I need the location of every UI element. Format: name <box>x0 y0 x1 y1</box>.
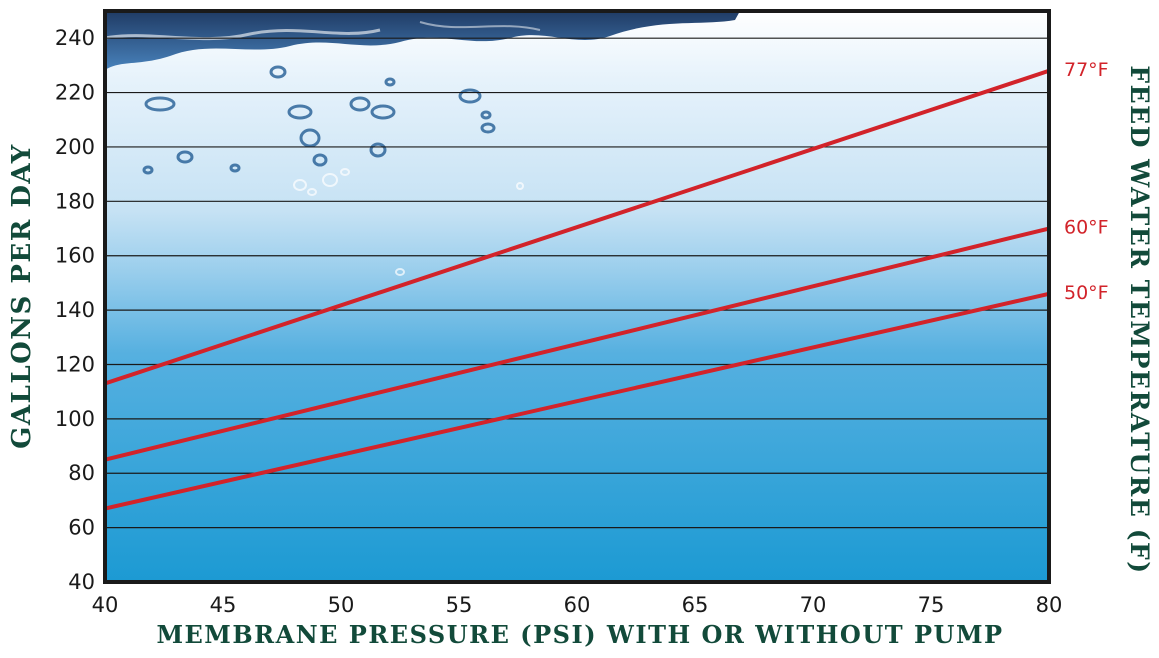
x-axis-ticks: 40 45 50 55 60 65 70 75 80 <box>92 593 1063 617</box>
series-labels: 77°F 60°F 50°F <box>1064 59 1109 304</box>
y-tick-label: 120 <box>55 352 95 376</box>
x-tick-label: 50 <box>328 593 355 617</box>
x-tick-label: 60 <box>564 593 591 617</box>
y-tick-label: 100 <box>55 407 95 431</box>
x-axis-label: MEMBRANE PRESSURE (PSI) WITH OR WITHOUT … <box>156 620 1003 649</box>
series-line-2 <box>105 226 1049 462</box>
y-tick-label: 180 <box>55 189 95 213</box>
series-lines <box>105 68 1049 511</box>
x-tick-label: 40 <box>92 593 119 617</box>
x-tick-label: 70 <box>800 593 827 617</box>
y-tick-label: 240 <box>55 26 95 50</box>
y-axis-ticks: 40 60 80 100 120 140 160 180 200 220 240 <box>55 26 95 594</box>
series-line-3 <box>105 291 1049 511</box>
y-tick-label: 60 <box>68 516 95 540</box>
series-label: 50°F <box>1064 282 1109 304</box>
y-tick-label: 40 <box>68 570 95 594</box>
series-label: 77°F <box>1064 59 1109 81</box>
y-axis-label: GALLONS PER DAY <box>7 143 37 449</box>
y-tick-label: 140 <box>55 298 95 322</box>
y-tick-label: 200 <box>55 135 95 159</box>
plot-frame <box>103 9 1051 584</box>
x-tick-label: 55 <box>446 593 473 617</box>
y2-axis-label: FEED WATER TEMPERATURE (F) <box>1125 65 1154 574</box>
y-tick-label: 220 <box>55 81 95 105</box>
series-label: 60°F <box>1064 217 1109 239</box>
plot-background <box>105 11 1049 582</box>
water-splash-decoration <box>105 11 740 276</box>
x-tick-label: 80 <box>1036 593 1063 617</box>
x-tick-label: 65 <box>682 593 709 617</box>
series-line-1 <box>105 68 1049 386</box>
grid-lines <box>105 37 1049 529</box>
y-tick-label: 160 <box>55 244 95 268</box>
x-tick-label: 45 <box>210 593 237 617</box>
x-tick-label: 75 <box>918 593 945 617</box>
y-tick-label: 80 <box>68 461 95 485</box>
